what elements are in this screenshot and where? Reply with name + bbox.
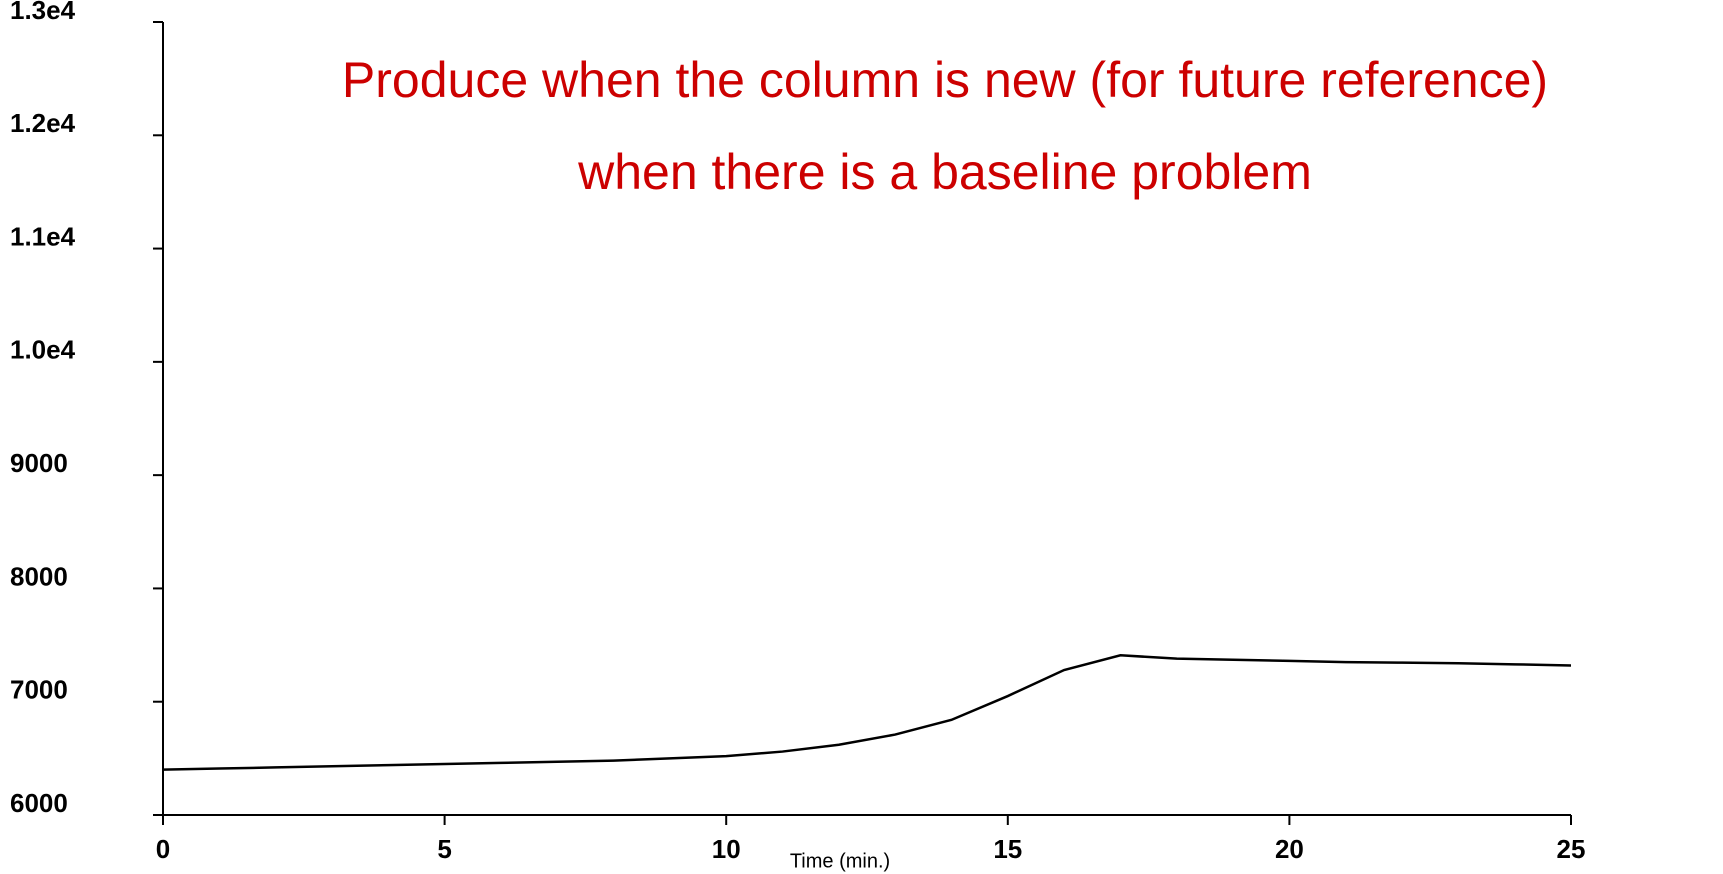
line-series <box>162 654 1572 771</box>
y-tick-label: 1.3e4 <box>10 0 76 25</box>
x-tick-label: 5 <box>437 834 451 864</box>
y-tick-label: 1.2e4 <box>10 108 76 138</box>
chart-title: when there is a baseline problem <box>577 144 1312 200</box>
y-tick-label: 8000 <box>10 561 68 591</box>
y-tick-label: 1.1e4 <box>10 221 76 251</box>
x-tick-label: 0 <box>156 834 170 864</box>
x-tick-label: 15 <box>993 834 1022 864</box>
x-axis-label: Time (min.) <box>790 850 890 872</box>
y-tick-label: 9000 <box>10 448 68 478</box>
y-tick-label: 6000 <box>10 788 68 818</box>
x-tick-label: 25 <box>1557 834 1586 864</box>
y-tick-label: 1.0e4 <box>10 335 76 365</box>
y-tick-label: 7000 <box>10 675 68 705</box>
chart-title: Produce when the column is new (for futu… <box>342 52 1548 108</box>
x-tick-label: 10 <box>712 834 741 864</box>
x-tick-label: 20 <box>1275 834 1304 864</box>
